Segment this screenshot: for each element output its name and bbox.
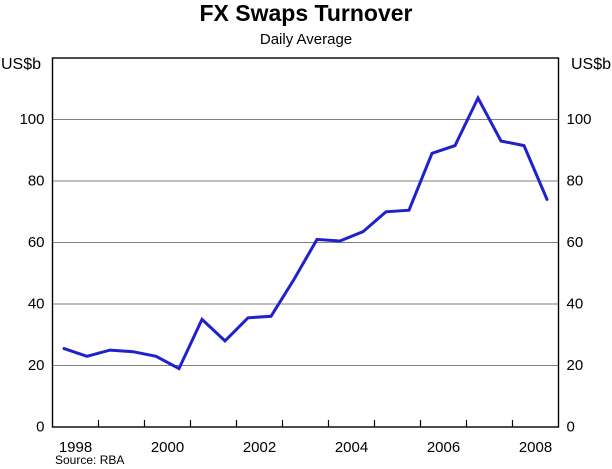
data-line-fx-swaps: [62, 94, 549, 371]
y-label-right-80: 80: [567, 173, 584, 190]
y-axis-unit-right: US$b: [570, 56, 611, 73]
y-label-left-60: 60: [28, 234, 45, 251]
y-label-left-100: 100: [19, 111, 44, 128]
y-label-left-40: 40: [28, 296, 45, 313]
x-label-2004: 2004: [335, 439, 368, 456]
y-label-right-40: 40: [567, 296, 584, 313]
plot-frame: [51, 57, 560, 428]
x-label-2006: 2006: [427, 439, 460, 456]
x-label-2002: 2002: [243, 439, 276, 456]
x-label-2008: 2008: [519, 439, 552, 456]
source-note: Source: RBA: [55, 453, 125, 467]
y-label-left-0: 0: [36, 419, 44, 436]
y-label-right-60: 60: [567, 234, 584, 251]
y-label-right-20: 20: [567, 357, 584, 374]
y-label-right-0: 0: [567, 419, 575, 436]
y-axis-unit-left: US$b: [1, 56, 42, 73]
chart-subtitle: Daily Average: [259, 31, 353, 48]
y-label-right-100: 100: [567, 111, 592, 128]
y-label-left-20: 20: [28, 357, 45, 374]
chart-title: FX Swaps Turnover: [199, 0, 413, 26]
y-label-left-80: 80: [28, 173, 45, 190]
x-label-1998: 1998: [59, 439, 92, 456]
x-label-2000: 2000: [151, 439, 184, 456]
